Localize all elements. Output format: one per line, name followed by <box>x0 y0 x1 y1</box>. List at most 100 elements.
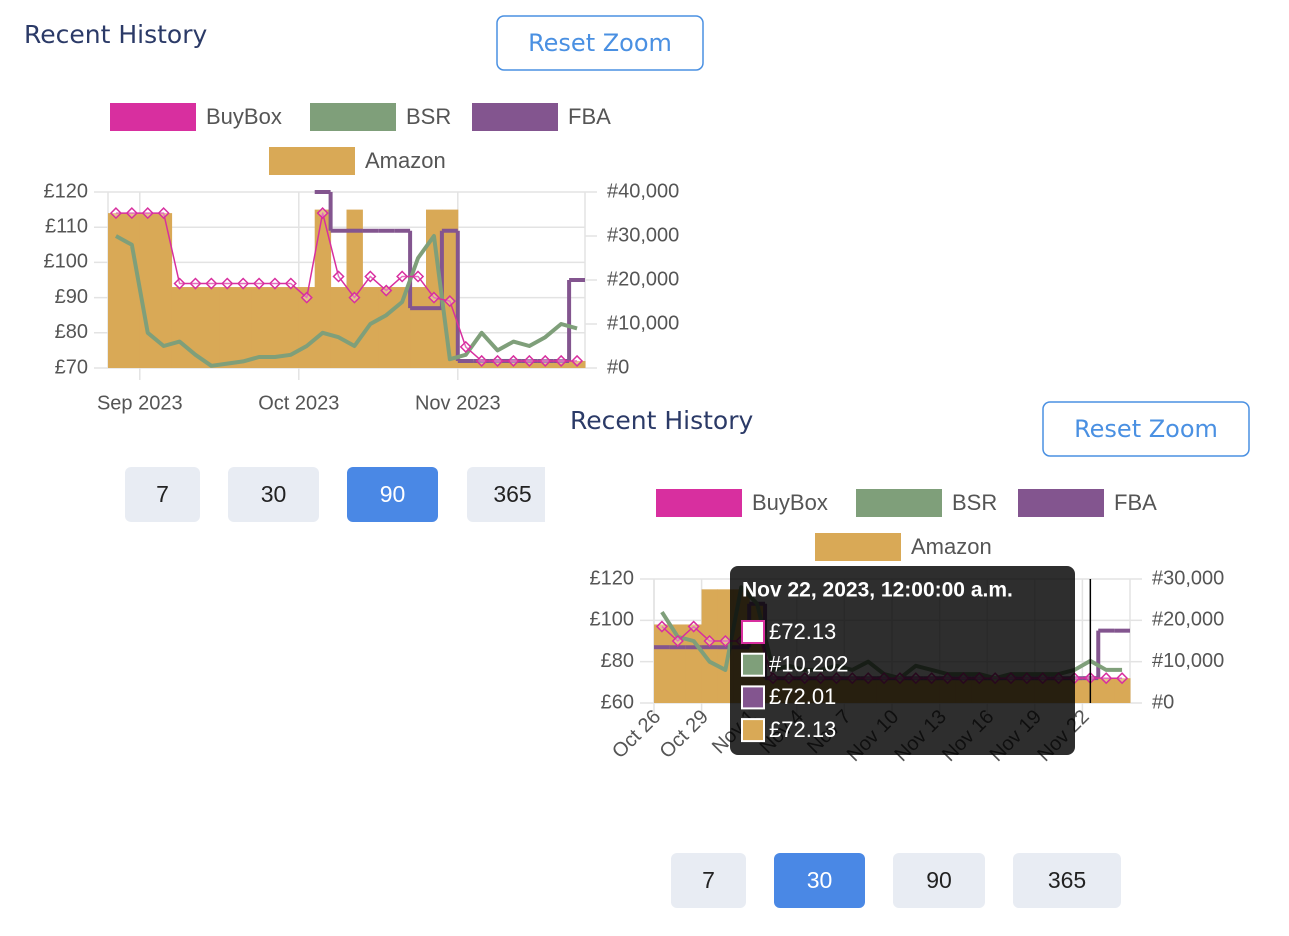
button-frame <box>893 853 985 908</box>
y2-tick-label: #40,000 <box>607 180 679 202</box>
panel-title: Recent History <box>24 20 207 49</box>
point-marker <box>348 291 361 304</box>
y-tick-label: £60 <box>601 691 634 713</box>
point-marker <box>539 354 552 368</box>
area-step <box>410 287 427 368</box>
range-button[interactable]: 90 <box>893 853 985 908</box>
point-marker <box>173 277 186 290</box>
point-marker <box>555 354 568 368</box>
button-label: Reset Zoom <box>1074 415 1218 443</box>
point-marker <box>284 277 297 290</box>
point-marker <box>205 277 218 290</box>
range-button[interactable]: 90 <box>347 467 438 522</box>
point-marker <box>268 277 282 290</box>
point-marker <box>157 207 170 220</box>
button-frame <box>228 467 319 522</box>
legend-swatch <box>110 103 196 131</box>
y-tick-label: £80 <box>601 650 634 672</box>
area-step <box>235 287 252 368</box>
point-marker <box>221 277 234 290</box>
y-tick-label: £90 <box>55 286 88 308</box>
point-marker <box>719 634 732 648</box>
legend-item[interactable]: Amazon <box>815 533 992 561</box>
legend-item[interactable]: FBA <box>472 103 611 131</box>
button-frame <box>774 853 865 908</box>
y2-tick-label: #20,000 <box>607 268 679 290</box>
area-step <box>251 287 268 368</box>
area-step <box>139 213 157 368</box>
area-step <box>330 287 347 368</box>
y-tick-label: £70 <box>55 356 88 378</box>
area-step <box>521 360 538 368</box>
button-frame <box>347 467 438 522</box>
point-marker <box>475 354 488 368</box>
x-tick-label: Nov 2023 <box>415 392 501 414</box>
reset-zoom-button[interactable]: Reset Zoom <box>496 15 704 71</box>
y-tick-label: £100 <box>590 609 635 631</box>
area-step <box>489 360 506 368</box>
area-step <box>669 624 687 703</box>
series-line <box>115 212 578 362</box>
x-tick-label: Sep 2023 <box>97 392 183 414</box>
area-step <box>378 287 395 368</box>
y2-tick-label: #30,000 <box>607 224 679 246</box>
range-button[interactable]: 7 <box>671 853 746 908</box>
point-marker <box>316 207 329 220</box>
legend-swatch <box>269 147 355 175</box>
button-frame <box>1042 401 1250 457</box>
tooltip-swatch <box>741 652 765 677</box>
legend-swatch <box>310 103 396 131</box>
area-step <box>1098 678 1115 703</box>
area-step <box>426 209 443 368</box>
button-label: 7 <box>702 867 715 893</box>
legend-label: BSR <box>952 490 997 515</box>
legend-swatch <box>856 489 942 517</box>
legend-label: BuyBox <box>752 490 828 515</box>
range-button[interactable]: 30 <box>774 853 865 908</box>
area-step <box>1114 678 1131 703</box>
button-label: Reset Zoom <box>528 29 672 57</box>
area-step <box>457 360 475 368</box>
range-button[interactable]: 30 <box>228 467 319 522</box>
button-label: 365 <box>1048 867 1086 893</box>
legend-label: FBA <box>568 104 611 129</box>
point-marker <box>459 340 472 353</box>
range-button[interactable]: 7 <box>125 467 200 522</box>
tooltip-value: £72.13 <box>769 619 836 644</box>
area-step <box>282 287 300 368</box>
legend-item[interactable]: BuyBox <box>656 489 828 517</box>
point-marker <box>655 620 668 633</box>
y-tick-label: £120 <box>590 567 635 589</box>
legend-item[interactable]: FBA <box>1018 489 1157 517</box>
point-marker <box>300 291 313 304</box>
legend-item[interactable]: BSR <box>310 103 451 131</box>
point-marker <box>332 270 345 283</box>
area-step <box>654 624 671 703</box>
area-step <box>123 213 141 368</box>
area-step <box>346 209 363 368</box>
button-frame <box>671 853 746 908</box>
reset-zoom-button[interactable]: Reset Zoom <box>1042 401 1250 457</box>
point-marker <box>411 270 425 283</box>
legend-item[interactable]: Amazon <box>269 147 446 175</box>
button-frame <box>467 467 558 522</box>
area-step <box>569 360 586 368</box>
tooltip-swatch <box>741 685 765 710</box>
area-step <box>553 360 570 368</box>
legend-item[interactable]: BSR <box>856 489 997 517</box>
y-tick-label: £80 <box>55 321 88 343</box>
area-step <box>219 287 236 368</box>
tooltip-value: £72.13 <box>769 717 836 742</box>
point-marker <box>125 207 138 220</box>
tooltip-swatch <box>741 620 765 644</box>
legend-swatch <box>656 489 742 517</box>
range-button[interactable]: 365 <box>1013 853 1121 908</box>
point-marker <box>364 270 377 283</box>
y-tick-label: £100 <box>44 251 89 273</box>
legend-item[interactable]: BuyBox <box>110 103 282 131</box>
tooltip: Nov 22, 2023, 12:00:00 a.m. £72.13 #10,202… <box>730 566 1075 755</box>
range-button[interactable]: 365 <box>467 467 558 522</box>
point-marker <box>703 634 716 648</box>
